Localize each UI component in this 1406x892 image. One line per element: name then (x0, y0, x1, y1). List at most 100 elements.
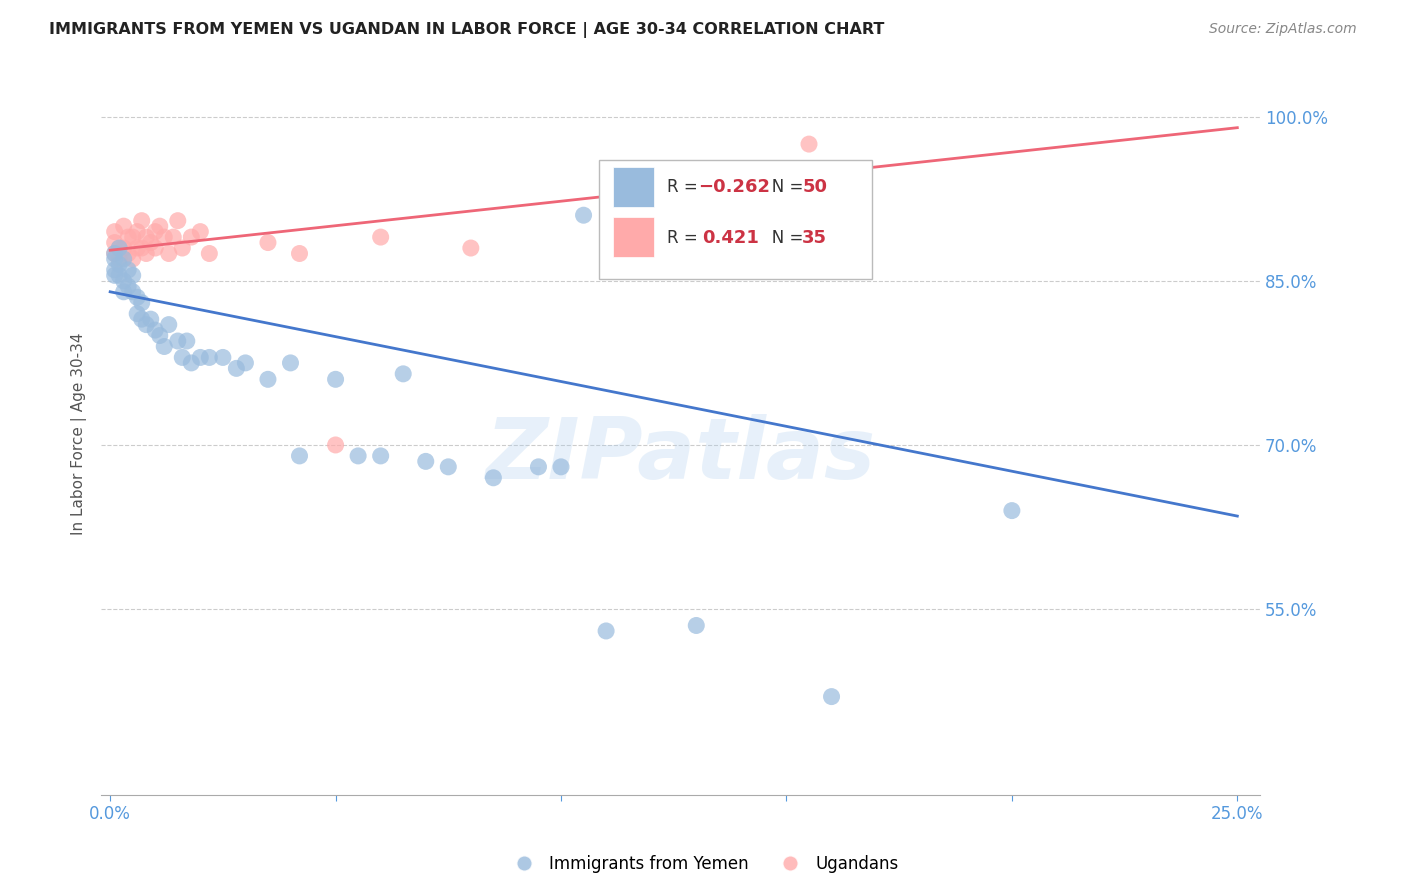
Point (225, 361, 247, 376)
Point (104, 235, 127, 250)
Point (198, 246, 221, 260)
Point (180, 230, 202, 244)
Point (143, 225, 166, 239)
Point (188, 351, 211, 365)
Point (180, 356, 202, 370)
Point (104, 225, 127, 239)
Point (135, 318, 157, 332)
Point (149, 328, 172, 343)
Point (280, 356, 302, 370)
Point (104, 268, 127, 283)
Point (288, 449, 311, 463)
Text: Source: ZipAtlas.com: Source: ZipAtlas.com (1209, 22, 1357, 37)
Point (550, 459, 572, 474)
Point (172, 351, 194, 365)
Point (108, 241, 131, 255)
Point (121, 252, 143, 266)
Point (235, 356, 257, 370)
Point (527, 459, 550, 474)
FancyBboxPatch shape (599, 160, 872, 279)
Point (212, 351, 235, 365)
Point (595, 624, 617, 638)
Point (117, 246, 139, 260)
Point (112, 241, 135, 255)
Point (257, 235, 280, 250)
Point (117, 230, 139, 244)
Point (153, 339, 176, 353)
Text: 50: 50 (803, 178, 827, 196)
Text: N =: N = (756, 178, 808, 196)
Point (104, 263, 127, 277)
Point (121, 268, 143, 283)
Point (104, 252, 127, 266)
Point (325, 438, 347, 452)
Point (127, 290, 149, 304)
Point (257, 372, 280, 386)
Point (121, 230, 143, 244)
Point (685, 618, 707, 632)
Point (157, 318, 180, 332)
Point (176, 334, 198, 348)
Point (112, 252, 135, 266)
Point (127, 241, 149, 255)
Point (143, 323, 166, 337)
Point (117, 279, 139, 293)
Point (131, 241, 153, 255)
Legend: Immigrants from Yemen, Ugandans: Immigrants from Yemen, Ugandans (501, 848, 905, 880)
Text: R =: R = (666, 228, 707, 246)
Point (288, 246, 311, 260)
Text: −0.262: −0.262 (697, 178, 770, 196)
Text: R =: R = (666, 178, 703, 196)
Text: IMMIGRANTS FROM YEMEN VS UGANDAN IN LABOR FORCE | AGE 30-34 CORRELATION CHART: IMMIGRANTS FROM YEMEN VS UGANDAN IN LABO… (49, 22, 884, 38)
Text: N =: N = (756, 228, 808, 246)
Point (149, 219, 172, 234)
Point (172, 241, 194, 255)
Point (415, 454, 437, 468)
Point (108, 241, 131, 255)
Text: 0.421: 0.421 (703, 228, 759, 246)
Point (117, 263, 139, 277)
Point (166, 334, 188, 348)
Point (135, 230, 157, 244)
Point (325, 372, 347, 386)
Point (139, 235, 162, 250)
Point (482, 471, 505, 485)
Bar (613, 167, 654, 207)
Point (460, 241, 482, 255)
Point (198, 351, 221, 365)
Point (572, 208, 595, 222)
Point (108, 252, 131, 266)
Point (112, 274, 135, 288)
Point (131, 312, 153, 326)
Point (112, 219, 135, 234)
Point (135, 246, 157, 260)
Point (104, 246, 127, 260)
Point (166, 213, 188, 227)
Point (131, 213, 153, 227)
Point (108, 257, 131, 271)
Y-axis label: In Labor Force | Age 30-34: In Labor Force | Age 30-34 (72, 333, 87, 535)
Point (108, 268, 131, 283)
Point (139, 312, 162, 326)
Point (157, 246, 180, 260)
Point (188, 225, 211, 239)
Point (104, 246, 127, 260)
Point (162, 230, 184, 244)
Point (370, 449, 392, 463)
Text: 35: 35 (803, 228, 827, 246)
Text: ZIPatlas: ZIPatlas (485, 414, 876, 497)
Point (797, 137, 820, 152)
Point (1001, 503, 1024, 517)
Bar (613, 218, 654, 257)
Point (127, 225, 149, 239)
Point (143, 241, 166, 255)
Point (370, 230, 392, 244)
Point (121, 285, 143, 299)
Point (112, 285, 135, 299)
Point (392, 367, 415, 381)
Point (347, 449, 370, 463)
Point (131, 295, 153, 310)
Point (127, 307, 149, 321)
Point (153, 230, 176, 244)
Point (437, 459, 460, 474)
